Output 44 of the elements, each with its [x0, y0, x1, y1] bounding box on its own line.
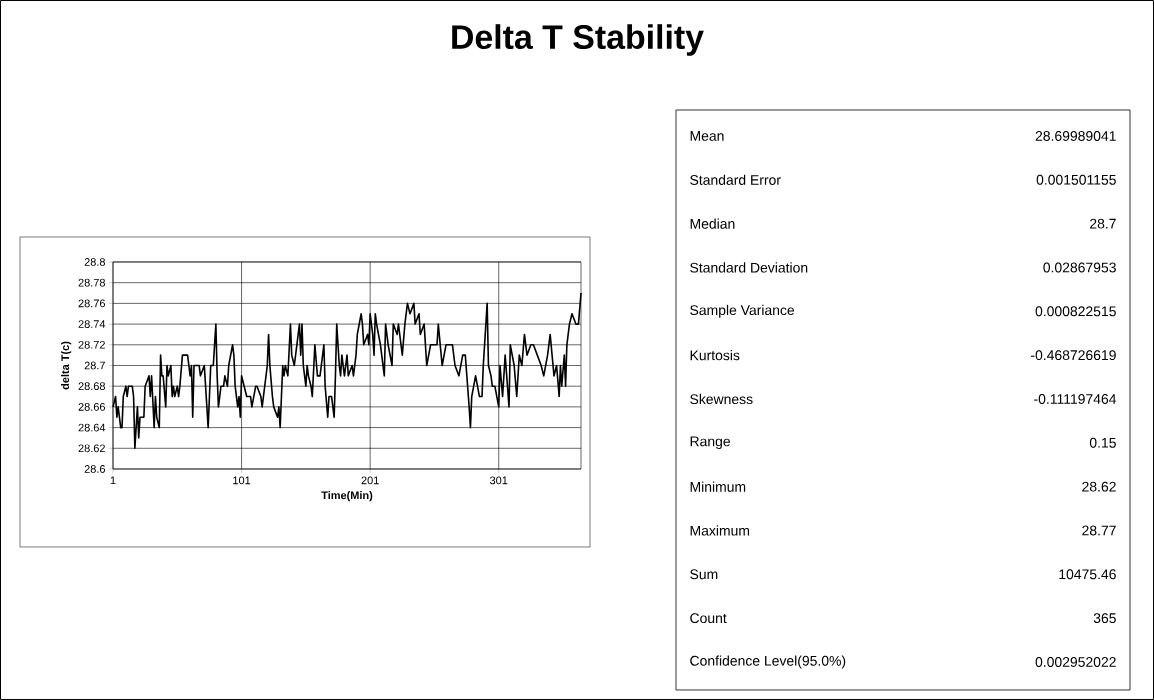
category-label: Sum — [690, 569, 718, 580]
text: -0.111197464 — [1034, 394, 1117, 404]
y-tick-label: 28.62 — [78, 444, 105, 453]
category-label: Maximum — [690, 525, 750, 536]
text: 365 — [1093, 613, 1116, 624]
category-label: Range — [690, 436, 730, 450]
y-tick-label: 28.76 — [78, 299, 105, 308]
text: 28.7 — [1090, 218, 1116, 229]
category-label: Confidence Level(95.0%) — [690, 655, 846, 669]
text: 10475.46 — [1059, 569, 1116, 580]
y-tick-label: 28.74 — [78, 320, 106, 328]
x-tick-label: 101 — [233, 476, 251, 485]
x-tick-label: 301 — [490, 476, 508, 485]
category-label: Sample Variance — [690, 304, 795, 318]
y-axis-title: delta T(c) — [61, 341, 72, 390]
y-tick-label: 28.64 — [78, 423, 106, 432]
category-label: Minimum — [690, 481, 746, 492]
text: 0.000822515 — [1035, 306, 1116, 317]
category-label: Skewness — [690, 393, 753, 405]
text: -0.468726619 — [1031, 350, 1116, 361]
y-tick-label: 28.72 — [78, 340, 105, 349]
text: 28.69989041 — [1035, 131, 1116, 141]
text: 0.001501155 — [1036, 174, 1116, 185]
category-label: Mean — [690, 131, 724, 141]
x-tick-label: 201 — [361, 476, 379, 485]
category-label: Count — [690, 613, 727, 624]
text: 0.15 — [1089, 437, 1116, 448]
category-label: Median — [690, 218, 735, 229]
y-tick-label: 28.78 — [78, 278, 105, 287]
y-tick-label: 28.66 — [78, 403, 105, 411]
y-tick-label: 28.7 — [84, 361, 105, 370]
y-tick-label: 28.68 — [78, 382, 105, 391]
category-label: Standard Error — [690, 174, 781, 185]
y-tick-label: 28.8 — [84, 258, 105, 266]
text: 28.77 — [1082, 525, 1116, 536]
x-tick-label: 1 — [110, 476, 116, 485]
text: 0.002952022 — [1035, 657, 1116, 667]
category-label: Standard Deviation — [690, 262, 808, 273]
x-axis-title: Time(Min) — [321, 491, 373, 502]
text: 0.02867953 — [1043, 262, 1116, 273]
category-label: Kurtosis — [690, 350, 740, 361]
y-tick-label: 28.6 — [84, 465, 105, 473]
text: 28.62 — [1082, 481, 1116, 492]
chart-title: Delta T Stability — [452, 24, 704, 56]
